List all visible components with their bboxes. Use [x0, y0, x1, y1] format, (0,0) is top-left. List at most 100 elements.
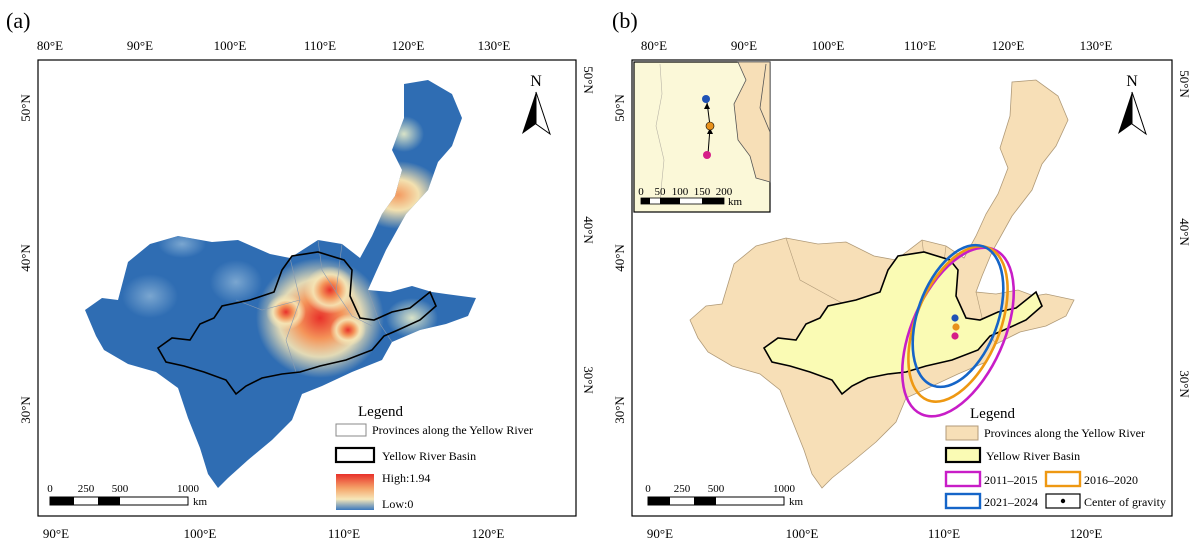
tick-right: 40°N	[1177, 218, 1192, 246]
north-arrow-light-half	[535, 91, 551, 136]
legend-2021-label: 2021–2024	[984, 495, 1038, 509]
inset-scale-bar: 0 50 100 150 200 km	[638, 186, 742, 208]
inset-scale-unit: km	[728, 196, 743, 208]
scale-label: 0	[47, 483, 53, 495]
tick-bottom: 100°E	[184, 526, 217, 541]
north-label: N	[530, 73, 542, 90]
inset-scale-label: 100	[672, 186, 689, 198]
legend-density-ramp	[336, 474, 374, 510]
tick-bottom: 110°E	[328, 526, 360, 541]
inset-tick-top: 80°E	[641, 38, 667, 53]
tick-top: 80°E	[37, 38, 63, 53]
inset-scale-label: 200	[716, 186, 733, 198]
scale-unit: km	[193, 496, 208, 508]
tick-right: 30°N	[1177, 370, 1192, 398]
scale-unit: km	[789, 496, 804, 508]
inset-gravity-2016[interactable]	[705, 121, 715, 131]
inset-scale-label: 150	[694, 186, 711, 198]
legend-title: Legend	[358, 404, 403, 420]
inset-boundary	[759, 63, 771, 133]
tick-top: 120°E	[992, 38, 1025, 53]
tick-left: 50°N	[18, 94, 33, 122]
density-hotspot-peak	[304, 266, 356, 314]
legend-provinces-label: Provinces along the Yellow River	[372, 423, 533, 437]
inset-boundary	[655, 63, 665, 201]
legend-low-label: Low:0	[382, 497, 413, 511]
panel-a-top-ticks: 80°E 90°E 100°E 110°E 120°E 130°E	[37, 38, 510, 53]
panel-b-bottom-ticks: 90°E 100°E 110°E 120°E	[647, 526, 1102, 541]
scale-segment	[648, 497, 670, 505]
density-blob	[386, 298, 438, 338]
inset-scale-segment	[702, 198, 724, 204]
panel-a: (a) 80°E 90°E 100°E 110°E 120°E 130°E 90…	[6, 8, 596, 541]
tick-bottom: 120°E	[1070, 526, 1103, 541]
tick-bottom: 100°E	[786, 526, 819, 541]
tick-left: 40°N	[18, 244, 33, 272]
tick-bottom: 90°E	[43, 526, 69, 541]
legend-title: Legend	[970, 406, 1015, 422]
path-arrowhead	[707, 128, 713, 134]
legend-provinces-swatch	[335, 423, 367, 437]
scale-label: 250	[674, 483, 691, 495]
inset-scale-label: 50	[655, 186, 667, 198]
inset-scale-segment	[641, 198, 650, 204]
basin-boundary	[156, 251, 437, 396]
gravity-point-2021[interactable]	[951, 314, 959, 322]
inset-gravity-2011[interactable]	[703, 151, 711, 159]
legend-a: Legend Provinces along the Yellow River …	[334, 404, 533, 511]
tick-left: 40°N	[612, 244, 627, 272]
scale-label: 1000	[773, 483, 796, 495]
tick-top: 110°E	[304, 38, 336, 53]
legend-2016-label: 2016–2020	[1084, 473, 1138, 487]
inset-map: 0 50 100 150 200 km	[633, 61, 771, 213]
tick-top: 110°E	[904, 38, 936, 53]
scale-label: 500	[112, 483, 129, 495]
tick-top: 100°E	[812, 38, 845, 53]
scale-segment	[694, 497, 716, 505]
panel-a-left-ticks: 50°N 40°N 30°N	[18, 94, 33, 424]
density-hotspot	[266, 294, 306, 330]
north-arrow-dark-half	[1118, 92, 1132, 134]
panel-a-label: (a)	[6, 8, 30, 33]
province-boundaries	[235, 239, 393, 373]
scale-label: 0	[645, 483, 651, 495]
legend-2011-swatch	[944, 470, 982, 488]
gravity-point-2016[interactable]	[952, 323, 960, 331]
gravity-centres	[951, 314, 960, 340]
scale-label: 250	[78, 483, 95, 495]
scale-segment	[98, 497, 120, 505]
tick-top: 130°E	[478, 38, 511, 53]
panel-b: (b) 100°E 110°E 120°E 130°E 90°E 100°E 1…	[612, 8, 1192, 541]
scale-bar-a: 0 250 500 1000 km	[47, 483, 207, 508]
panel-b-label: (b)	[612, 8, 638, 33]
legend-basin-label: Yellow River Basin	[382, 449, 476, 463]
tick-right: 30°N	[581, 366, 596, 394]
tick-top: 130°E	[1080, 38, 1113, 53]
panel-b-right-ticks: 50°N 40°N 30°N	[1177, 70, 1192, 398]
legend-provinces-label: Provinces along the Yellow River	[984, 426, 1145, 440]
legend-2011-label: 2011–2015	[984, 473, 1038, 487]
inset-gravity-2021[interactable]	[702, 95, 710, 103]
legend-2016-swatch	[1044, 470, 1082, 488]
legend-high-label: High:1.94	[382, 471, 430, 485]
legend-basin-swatch	[334, 446, 376, 464]
tick-left: 30°N	[18, 396, 33, 424]
gravity-point-2011[interactable]	[951, 332, 959, 340]
tick-left: 50°N	[612, 94, 627, 122]
legend-gravity-dot	[1060, 498, 1066, 504]
north-label: N	[1126, 73, 1138, 90]
legend-basin-label: Yellow River Basin	[986, 449, 1080, 463]
north-arrow-b[interactable]: N	[1118, 73, 1147, 136]
ellipse-2021-2024[interactable]	[895, 233, 1021, 399]
inset-neighbor-province	[733, 61, 771, 183]
legend-2021-swatch	[944, 492, 982, 510]
tick-right: 50°N	[1177, 70, 1192, 98]
density-hotspot	[330, 314, 366, 346]
north-arrow[interactable]: N	[522, 73, 551, 136]
inset-scale-label: 0	[638, 186, 644, 198]
tick-bottom: 110°E	[928, 526, 960, 541]
tick-right: 50°N	[581, 66, 596, 94]
density-blob	[210, 260, 262, 304]
scale-bar-b: 0 250 500 1000 km	[645, 483, 803, 508]
